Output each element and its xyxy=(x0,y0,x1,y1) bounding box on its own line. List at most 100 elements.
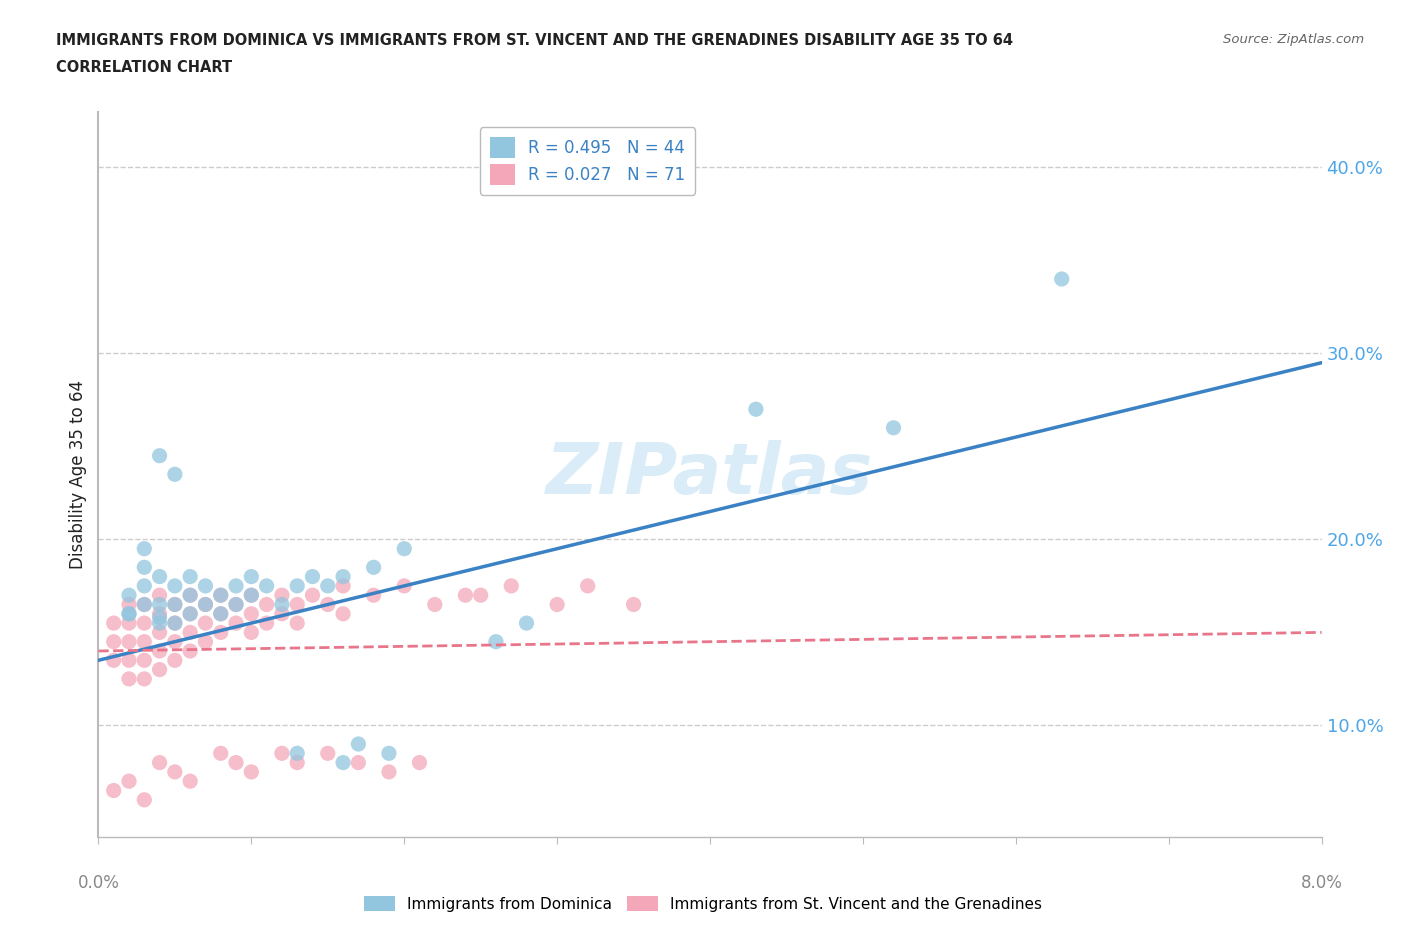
Point xyxy=(378,764,401,779)
Point xyxy=(408,755,430,770)
Point xyxy=(209,625,232,640)
Point xyxy=(118,774,141,789)
Point xyxy=(149,597,172,612)
Point xyxy=(576,578,599,593)
Point xyxy=(225,597,247,612)
Point xyxy=(163,634,186,649)
Point xyxy=(103,616,125,631)
Point xyxy=(363,560,385,575)
Point xyxy=(454,588,477,603)
Point xyxy=(163,616,186,631)
Point xyxy=(179,774,201,789)
Point xyxy=(118,588,141,603)
Point xyxy=(163,467,186,482)
Point xyxy=(225,578,247,593)
Point xyxy=(256,597,278,612)
Point xyxy=(134,653,156,668)
Point xyxy=(546,597,568,612)
Point xyxy=(332,578,354,593)
Point xyxy=(194,578,217,593)
Point xyxy=(194,634,217,649)
Point xyxy=(134,597,156,612)
Point xyxy=(179,644,201,658)
Point xyxy=(118,634,141,649)
Point xyxy=(883,420,905,435)
Point xyxy=(179,606,201,621)
Legend: Immigrants from Dominica, Immigrants from St. Vincent and the Grenadines: Immigrants from Dominica, Immigrants fro… xyxy=(359,889,1047,918)
Point xyxy=(392,541,416,556)
Point xyxy=(285,578,308,593)
Text: IMMIGRANTS FROM DOMINICA VS IMMIGRANTS FROM ST. VINCENT AND THE GRENADINES DISAB: IMMIGRANTS FROM DOMINICA VS IMMIGRANTS F… xyxy=(56,33,1014,47)
Point xyxy=(163,597,186,612)
Point xyxy=(270,746,294,761)
Point xyxy=(163,597,186,612)
Text: ZIPatlas: ZIPatlas xyxy=(547,440,873,509)
Point xyxy=(103,634,125,649)
Text: CORRELATION CHART: CORRELATION CHART xyxy=(56,60,232,75)
Point xyxy=(316,746,339,761)
Point xyxy=(118,606,141,621)
Point xyxy=(347,755,370,770)
Point xyxy=(470,588,492,603)
Point xyxy=(209,588,232,603)
Point xyxy=(332,606,354,621)
Point xyxy=(256,616,278,631)
Point xyxy=(501,578,523,593)
Point xyxy=(134,578,156,593)
Point xyxy=(149,610,172,625)
Point xyxy=(118,671,141,686)
Point xyxy=(103,783,125,798)
Y-axis label: Disability Age 35 to 64: Disability Age 35 to 64 xyxy=(69,379,87,569)
Text: 0.0%: 0.0% xyxy=(77,874,120,892)
Point xyxy=(209,588,232,603)
Point xyxy=(285,597,308,612)
Legend: R = 0.495   N = 44, R = 0.027   N = 71: R = 0.495 N = 44, R = 0.027 N = 71 xyxy=(479,127,696,194)
Point xyxy=(163,764,186,779)
Point xyxy=(134,597,156,612)
Point xyxy=(163,616,186,631)
Point xyxy=(179,588,201,603)
Point xyxy=(301,569,323,584)
Point xyxy=(316,578,339,593)
Point xyxy=(209,606,232,621)
Point xyxy=(256,578,278,593)
Point xyxy=(149,606,172,621)
Point xyxy=(134,792,156,807)
Point xyxy=(118,597,141,612)
Point xyxy=(745,402,768,417)
Point xyxy=(285,746,308,761)
Point xyxy=(332,755,354,770)
Point xyxy=(270,597,294,612)
Point xyxy=(194,616,217,631)
Point xyxy=(623,597,645,612)
Point xyxy=(240,588,263,603)
Point xyxy=(103,653,125,668)
Point xyxy=(225,597,247,612)
Point xyxy=(316,597,339,612)
Point xyxy=(179,588,201,603)
Point xyxy=(163,578,186,593)
Point xyxy=(149,662,172,677)
Point xyxy=(1050,272,1073,286)
Point xyxy=(209,746,232,761)
Point xyxy=(149,644,172,658)
Point xyxy=(225,616,247,631)
Point xyxy=(134,634,156,649)
Point xyxy=(240,569,263,584)
Point xyxy=(285,755,308,770)
Point xyxy=(149,588,172,603)
Point xyxy=(301,588,323,603)
Point xyxy=(118,616,141,631)
Point xyxy=(270,606,294,621)
Point xyxy=(240,625,263,640)
Point xyxy=(194,597,217,612)
Point xyxy=(240,606,263,621)
Point xyxy=(149,616,172,631)
Point xyxy=(240,764,263,779)
Point xyxy=(179,606,201,621)
Point xyxy=(134,560,156,575)
Point xyxy=(134,671,156,686)
Text: Source: ZipAtlas.com: Source: ZipAtlas.com xyxy=(1223,33,1364,46)
Point xyxy=(118,653,141,668)
Point xyxy=(149,625,172,640)
